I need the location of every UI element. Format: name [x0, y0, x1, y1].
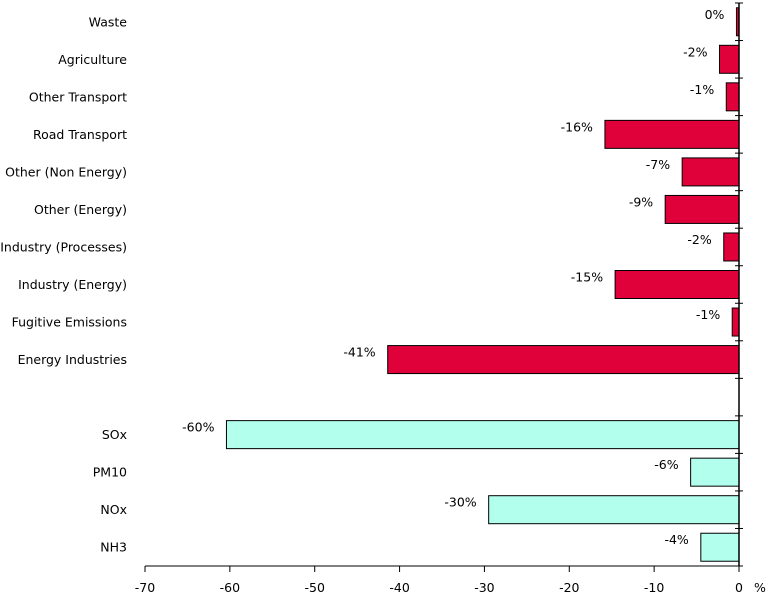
- bar: [614, 270, 740, 299]
- data-label: -30%: [444, 495, 476, 510]
- category-label: Agriculture: [58, 52, 127, 67]
- bar: [718, 44, 740, 74]
- bar: [700, 532, 740, 562]
- x-tick-label: -10: [644, 580, 664, 595]
- category-label: Waste: [89, 14, 128, 29]
- x-axis-label: %: [754, 580, 766, 595]
- data-label: -6%: [654, 457, 678, 472]
- category-label: Road Transport: [33, 127, 127, 142]
- data-label: -9%: [629, 194, 653, 209]
- data-label: -7%: [646, 157, 670, 172]
- category-label: NOx: [100, 502, 127, 517]
- bars-layer: [225, 7, 740, 562]
- x-tick-label: -50: [305, 580, 325, 595]
- bar: [664, 194, 740, 224]
- category-label: Energy Industries: [18, 352, 127, 367]
- data-label: -2%: [687, 232, 711, 247]
- data-label: 0%: [705, 7, 725, 22]
- x-tick-label: -20: [559, 580, 579, 595]
- bar: [604, 119, 740, 149]
- bar: [731, 307, 740, 337]
- bar: [725, 82, 740, 112]
- bar: [681, 157, 740, 187]
- data-label: -60%: [182, 420, 214, 435]
- category-label: Industry (Processes): [0, 239, 127, 254]
- bar: [723, 232, 740, 262]
- x-tick-label: -40: [389, 580, 409, 595]
- x-tick-label: -70: [135, 580, 155, 595]
- bar: [488, 495, 740, 525]
- category-label: Other (Non Energy): [5, 164, 127, 179]
- category-label: NH3: [100, 540, 127, 555]
- data-label: -15%: [571, 270, 603, 285]
- data-label: -41%: [343, 345, 375, 360]
- data-label: -4%: [664, 532, 688, 547]
- bar: [387, 345, 740, 375]
- category-label: PM10: [93, 465, 127, 480]
- labels-layer: Waste 0% Agriculture -2% Other Transport -1% R…: [0, 7, 766, 595]
- category-label: Other (Energy): [34, 202, 127, 217]
- axes-layer: [144, 2, 743, 572]
- category-label: Industry (Energy): [18, 277, 127, 292]
- category-label: Other Transport: [29, 89, 127, 104]
- category-label: Fugitive Emissions: [12, 315, 127, 330]
- bar: [690, 457, 740, 487]
- category-label: SOx: [102, 427, 127, 442]
- x-tick-label: -60: [220, 580, 240, 595]
- x-tick-label: 0: [735, 580, 743, 595]
- data-label: -2%: [683, 44, 707, 59]
- data-label: -16%: [561, 119, 593, 134]
- x-tick-label: -30: [474, 580, 494, 595]
- bar: [225, 420, 740, 450]
- data-label: -1%: [696, 307, 720, 322]
- data-label: -1%: [690, 82, 714, 97]
